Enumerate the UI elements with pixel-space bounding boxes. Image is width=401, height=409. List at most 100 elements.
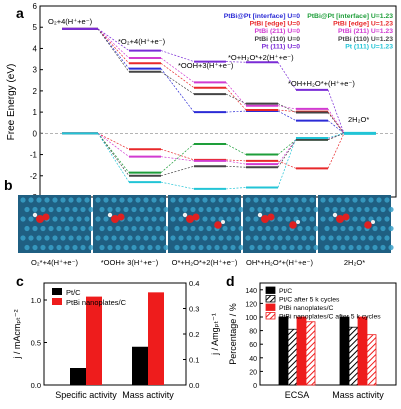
panel-b-atom	[238, 206, 244, 213]
panel-b-atom	[352, 216, 358, 222]
panel-b-atom	[245, 197, 251, 203]
panel-b-oxygen	[186, 215, 194, 223]
panel-d-bars	[278, 316, 377, 386]
panel-b-hydrogen	[296, 220, 300, 224]
panel-a-legend-entry: PtBi [edge] U=0	[250, 21, 301, 28]
panel-b-atom	[36, 235, 42, 241]
panel-a-connector	[97, 28, 130, 72]
panel-b-atom	[320, 197, 326, 203]
panel-b-atom	[376, 216, 382, 222]
panel-b-atom	[131, 225, 137, 232]
panel-d-ytick-label: 20	[249, 369, 257, 376]
panel-a-connector	[97, 28, 130, 51]
panel-b-atom	[40, 244, 46, 251]
panel-b-structure-0	[18, 195, 94, 253]
panel-b-atom	[222, 244, 228, 251]
panel-b-atom	[48, 206, 54, 213]
panel-d-x-label: Mass activity	[332, 390, 384, 400]
panel-b-atom	[230, 225, 236, 232]
panel-b-atom	[139, 244, 145, 251]
panel-d-ytick-label: 140	[245, 288, 257, 295]
panel-b-atom	[131, 244, 137, 251]
panel-b-atom	[60, 197, 66, 203]
panel-b-atom	[95, 216, 101, 222]
panel-b-atom	[119, 235, 125, 241]
panel-c-bar	[132, 346, 148, 385]
panel-b-atom	[72, 206, 78, 213]
panel-b-atom	[214, 244, 220, 251]
panel-b-atom	[281, 244, 287, 251]
panel-a-connector	[277, 139, 297, 165]
panel-d-bar	[305, 321, 316, 386]
panel-b-structure-4	[318, 195, 394, 253]
panel-b-atom	[281, 225, 287, 232]
panel-b-atom	[210, 197, 216, 203]
panel-d-bar	[366, 334, 377, 386]
panel-a-legend-entry: PtBi@Pt [interface] U=0	[224, 13, 301, 20]
panel-a-connector	[225, 110, 247, 113]
panel-b-atom	[182, 225, 188, 232]
panel-b-oxygen	[117, 213, 125, 221]
panel-b-atom	[56, 206, 62, 213]
panel-b-atom	[313, 206, 319, 213]
panel-b-atom	[194, 197, 200, 203]
panel-b-atom	[178, 235, 184, 241]
panel-d-bar	[287, 328, 298, 386]
panel-b-atom	[99, 225, 105, 232]
panel-b-atom	[210, 216, 216, 222]
panel-a-annotation: *O₂+4(H⁺+e⁻)	[118, 37, 166, 46]
panel-b-atom	[340, 244, 346, 251]
panel-b-atom	[226, 235, 232, 241]
panel-b-atom	[182, 206, 188, 213]
panel-b-atom	[52, 197, 58, 203]
panel-b-atom	[76, 197, 82, 203]
panel-b-atom	[226, 216, 232, 222]
panel-b-atom	[32, 225, 38, 232]
panel-b-atom	[147, 225, 153, 232]
panel-b-atom	[253, 216, 259, 222]
panel-b-atom	[265, 244, 271, 251]
panel-b-atom	[178, 197, 184, 203]
panel-b-atom	[72, 225, 78, 232]
panel-b-atom	[56, 225, 62, 232]
panel-b-atom	[174, 225, 180, 232]
panel-b-atom	[301, 197, 307, 203]
panel-b-atom	[380, 225, 386, 232]
panel-d-bar	[278, 316, 289, 386]
panel-c-bar	[70, 368, 86, 385]
panel-d-ytick-label: 40	[249, 356, 257, 363]
panel-b-atom	[182, 244, 188, 251]
panel-b-atom	[143, 235, 149, 241]
panel-b-atom	[324, 244, 330, 251]
panel-b-atom	[218, 197, 224, 203]
panel-b-atom	[384, 197, 390, 203]
panel-b-atom	[24, 225, 30, 232]
panel-b-atom	[64, 244, 70, 251]
panel-b-surface	[318, 195, 391, 253]
panel-b-oxygen	[364, 221, 372, 229]
panel-b-atom	[384, 216, 390, 222]
panel-b-atom	[139, 225, 145, 232]
panel-a-series	[62, 27, 376, 190]
panel-b-atom	[234, 216, 240, 222]
panel-a-annotation: O₂+4(H⁺+e⁻)	[48, 17, 93, 26]
panel-b-atom	[84, 197, 90, 203]
panel-b-atom	[206, 225, 212, 232]
panel-b-atom	[143, 197, 149, 203]
panel-b-oxygen	[267, 213, 275, 221]
panel-b-hydrogen	[182, 212, 188, 218]
panel-b-atom	[170, 216, 176, 222]
panel-b-atom	[344, 235, 350, 241]
panel-b-atom	[178, 216, 184, 222]
panel-a-connector	[277, 160, 297, 169]
panel-b-oxygen	[36, 215, 44, 223]
panel-c: c 0.0 0.5 1.0 0.0 0.1 0.2 0.3 0.4 j / mAcmₚₜ⁻²…	[12, 273, 220, 400]
panel-c-x-label: Specific activity	[55, 390, 117, 400]
panel-b-atom	[336, 235, 342, 241]
panel-b-atom	[360, 216, 366, 222]
panel-b-atom	[297, 244, 303, 251]
panel-b-atom	[277, 197, 283, 203]
panel-c-ytick-label-right: 0.3	[189, 305, 199, 314]
panel-b-atom	[332, 206, 338, 213]
